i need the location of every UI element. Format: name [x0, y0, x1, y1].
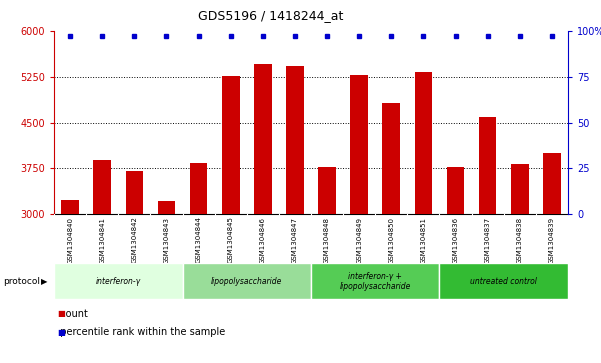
Bar	[222, 76, 240, 214]
Bar	[54, 263, 183, 299]
Bar	[93, 160, 111, 214]
Text: ■: ■	[57, 328, 65, 337]
Text: GSM1304846: GSM1304846	[260, 217, 266, 264]
Bar	[61, 200, 79, 214]
Text: ■: ■	[57, 310, 65, 318]
Text: GSM1304836: GSM1304836	[453, 217, 459, 264]
Text: untreated control: untreated control	[470, 277, 537, 286]
Bar	[479, 117, 496, 214]
Bar	[415, 72, 432, 214]
Text: ▶: ▶	[41, 277, 47, 286]
Bar	[350, 76, 368, 214]
Text: interferon-γ: interferon-γ	[96, 277, 141, 286]
Text: GSM1304841: GSM1304841	[99, 217, 105, 264]
Bar	[311, 263, 439, 299]
Text: GSM1304845: GSM1304845	[228, 217, 234, 264]
Bar	[543, 153, 561, 214]
Text: GSM1304840: GSM1304840	[67, 217, 73, 264]
Text: GDS5196 / 1418244_at: GDS5196 / 1418244_at	[198, 9, 343, 22]
Text: GSM1304843: GSM1304843	[163, 217, 169, 264]
Bar	[157, 201, 175, 214]
Text: percentile rank within the sample: percentile rank within the sample	[54, 327, 225, 337]
Text: count: count	[54, 309, 88, 319]
Text: lipopolysaccharide: lipopolysaccharide	[211, 277, 282, 286]
Bar	[126, 171, 143, 214]
Bar	[319, 167, 336, 214]
Text: GSM1304850: GSM1304850	[388, 217, 394, 264]
Bar	[286, 66, 304, 214]
Text: GSM1304847: GSM1304847	[292, 217, 298, 264]
Text: GSM1304837: GSM1304837	[484, 217, 490, 264]
Text: GSM1304842: GSM1304842	[132, 217, 138, 264]
Bar	[183, 263, 311, 299]
Bar	[447, 167, 465, 214]
Text: protocol: protocol	[3, 277, 40, 286]
Text: GSM1304849: GSM1304849	[356, 217, 362, 264]
Text: GSM1304851: GSM1304851	[421, 217, 427, 264]
Bar	[190, 163, 207, 214]
Bar	[382, 103, 400, 214]
Text: GSM1304844: GSM1304844	[195, 217, 201, 264]
Text: GSM1304838: GSM1304838	[517, 217, 523, 264]
Text: GSM1304839: GSM1304839	[549, 217, 555, 264]
Text: GSM1304848: GSM1304848	[324, 217, 330, 264]
Bar	[511, 164, 529, 214]
Bar	[254, 65, 272, 214]
Text: interferon-γ +
lipopolysaccharide: interferon-γ + lipopolysaccharide	[340, 272, 411, 291]
Bar	[439, 263, 568, 299]
